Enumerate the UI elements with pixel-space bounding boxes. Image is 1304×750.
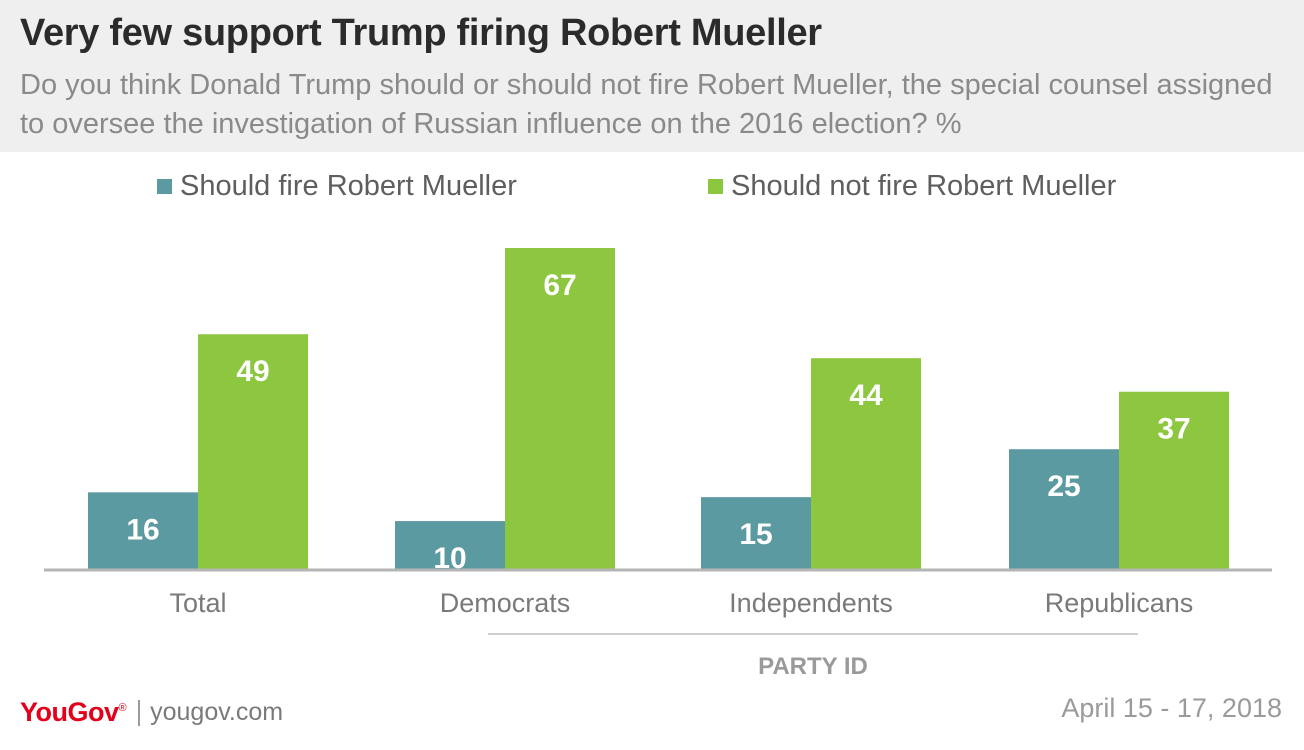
data-label-not-fire-total: 49 [236,355,269,388]
chart-subtitle: Do you think Donald Trump should or shou… [20,69,1273,140]
bar-fire-independents [701,497,811,569]
legend-item-fire: Should fire Robert Mueller [157,170,517,203]
brand-divider [138,699,141,726]
category-label-republicans: Republicans [1045,588,1194,618]
bar-fire-republicans [1009,449,1119,569]
bar-not-fire-republicans [1119,391,1229,569]
brand-registered-mark: ® [118,702,127,714]
bar-fire-democrats [395,521,505,569]
data-label-fire-republicans: 25 [1047,470,1080,503]
category-label-democrats: Democrats [440,588,571,618]
party-id-label: PARTY ID [758,653,868,680]
legend-label-not-fire: Should not fire Robert Mueller [731,170,1117,202]
data-label-fire-independents: 15 [739,518,772,551]
survey-date: April 15 - 17, 2018 [1061,693,1282,723]
bar-fire-total [88,492,198,569]
category-label-independents: Independents [729,588,893,618]
brand-name: YouGov [20,697,119,727]
bar-not-fire-democrats [505,248,615,569]
legend-label-fire: Should fire Robert Mueller [180,170,517,202]
data-label-not-fire-democrats: 67 [543,269,576,302]
brand-url: yougov.com [150,698,284,726]
data-label-fire-total: 16 [126,513,159,546]
header-band: Very few support Trump firing Robert Mue… [0,0,1304,152]
legend-swatch-not-fire [708,179,723,194]
yougov-logo: YouGov® [20,697,127,728]
data-label-not-fire-independents: 44 [849,379,883,412]
bar-not-fire-total [198,334,308,569]
chart-title: Very few support Trump firing Robert Mue… [20,12,822,54]
data-label-not-fire-republicans: 37 [1157,413,1190,446]
footer-brand: YouGov® yougov.com [20,697,283,728]
legend-swatch-fire [157,179,172,194]
bar-not-fire-independents [811,358,921,569]
category-label-total: Total [169,588,226,618]
legend-item-not-fire: Should not fire Robert Mueller [708,170,1116,203]
bar-chart: 1649Total1067Democrats1544Independents25… [44,248,1272,680]
legend: Should fire Robert Mueller Should not fi… [0,170,1304,206]
